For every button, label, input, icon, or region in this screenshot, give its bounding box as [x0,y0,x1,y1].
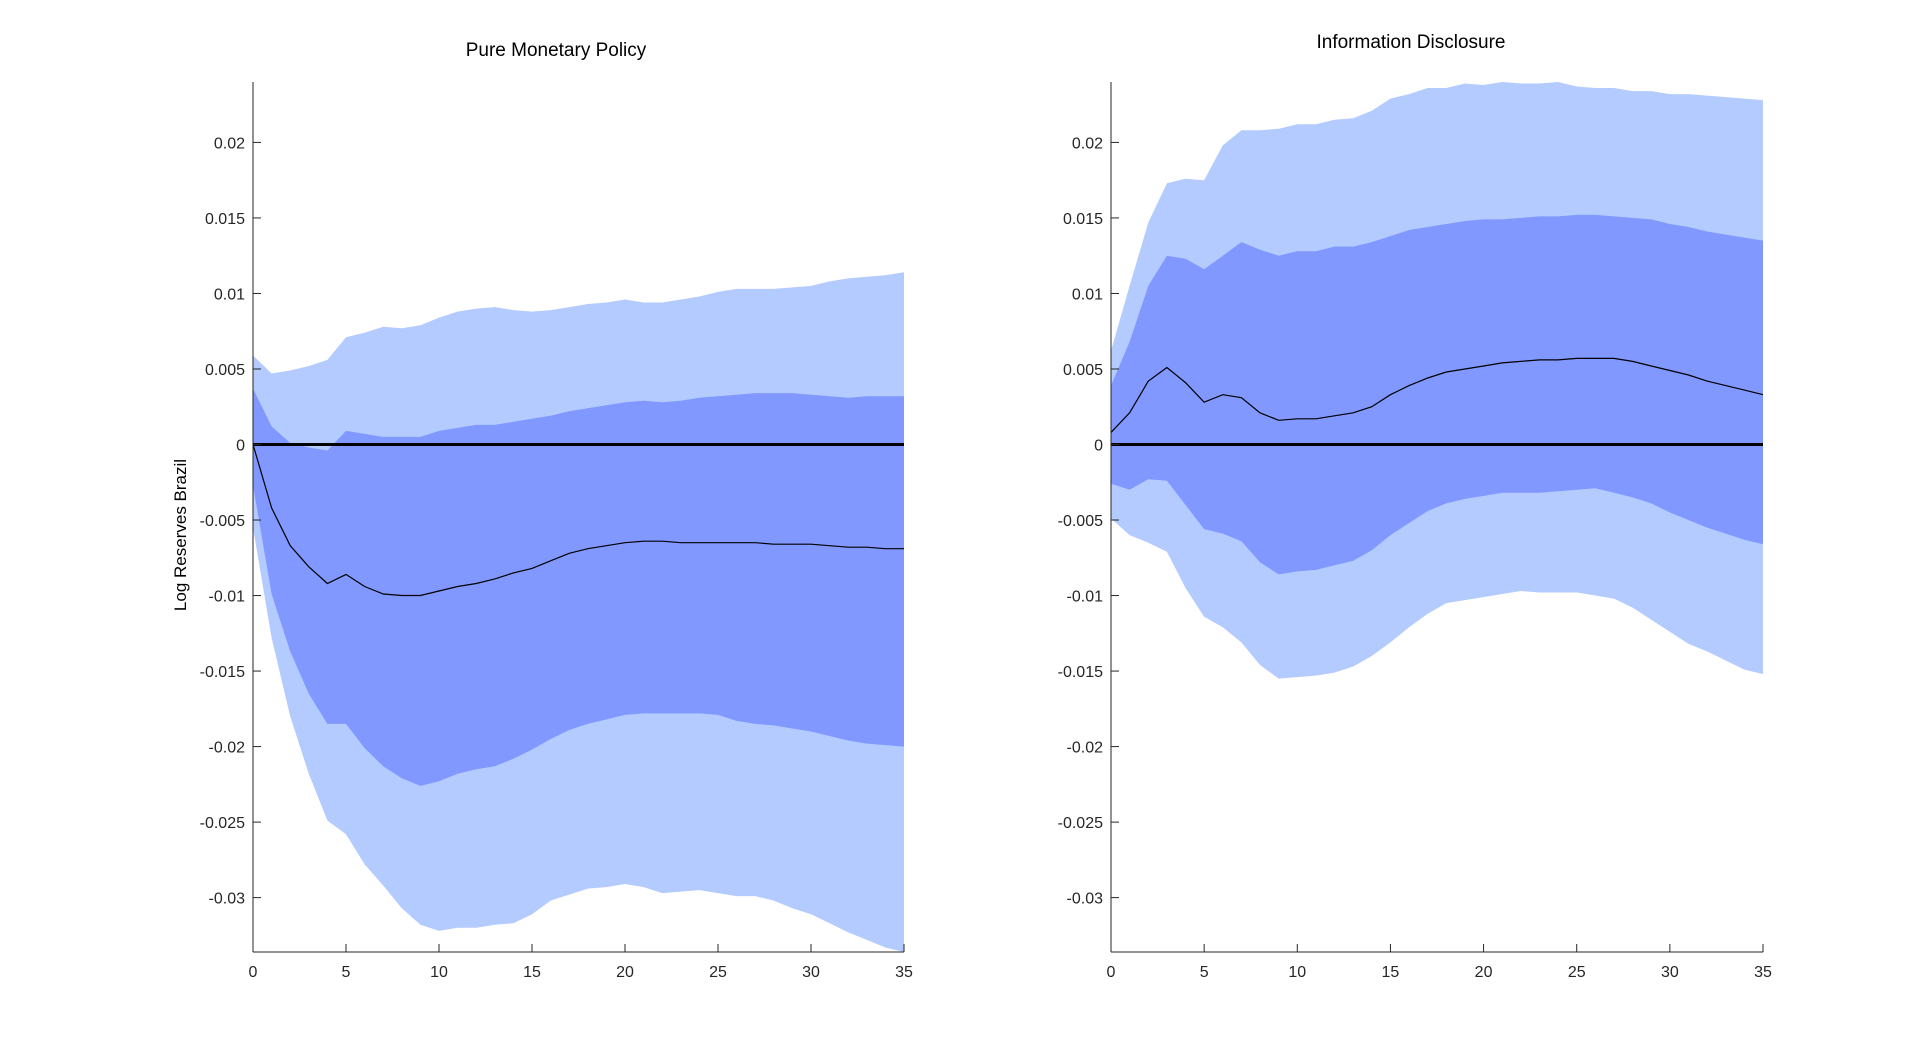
x-ticks: 0 5 10 15 20 25 30 35 [1107,944,1772,981]
series-lines [1110,357,1764,446]
panel-pure-monetary-policy: Pure Monetary Policy Log Reserves Brazil… [171,40,913,981]
confidence-bands [253,272,904,952]
x-tick-label: 10 [1288,964,1306,981]
x-tick-label: 15 [1382,964,1400,981]
y-tick-label: 0.015 [1063,211,1103,228]
x-tick-label: 15 [523,964,541,981]
y-tick-label: 0.02 [214,135,245,152]
axes [1110,82,1763,953]
y-tick-label: -0.02 [1067,740,1104,757]
median-response-line [252,444,904,597]
y-axis-label: Log Reserves Brazil [171,459,190,611]
y-tick-label: 0.005 [205,362,245,379]
y-tick-label: -0.005 [200,513,245,530]
y-tick-label: 0.005 [1063,362,1103,379]
y-tick-label: 0.01 [214,286,245,303]
y-tick-label: -0.03 [209,891,246,908]
y-tick-label: 0.02 [1072,135,1103,152]
x-tick-label: 30 [802,964,820,981]
x-tick-label: 35 [1754,964,1772,981]
median-response-line [1110,357,1764,433]
y-ticks: 0.02 0.015 0.01 0.005 0 -0.005 -0.01 -0.015 -0.0… [1058,135,1119,908]
axes [252,82,904,953]
y-tick-label: -0.025 [1058,815,1103,832]
y-tick-label: 0.01 [1072,286,1103,303]
y-tick-label: -0.015 [1058,664,1103,681]
y-tick-label: -0.015 [200,664,245,681]
y-tick-label: -0.025 [200,815,245,832]
x-tick-label: 35 [895,964,913,981]
y-tick-label: -0.005 [1058,513,1103,530]
x-tick-label: 0 [249,964,258,981]
inner-confidence-band [1111,214,1763,575]
x-tick-label: 0 [1107,964,1116,981]
inner-confidence-band [253,388,904,786]
y-tick-label: -0.01 [209,589,246,606]
x-tick-label: 30 [1661,964,1679,981]
y-tick-label: 0 [1094,438,1103,455]
x-tick-label: 25 [709,964,727,981]
y-tick-label: 0.015 [205,211,245,228]
chart-title: Information Disclosure [1316,32,1505,53]
y-tick-label: -0.02 [209,740,246,757]
x-ticks: 0 5 10 15 20 25 30 35 [249,944,913,981]
y-tick-label: 0 [236,438,245,455]
x-tick-label: 20 [616,964,634,981]
x-tick-label: 10 [430,964,448,981]
series-lines [252,443,904,597]
y-tick-label: -0.03 [1067,891,1104,908]
x-tick-label: 5 [1200,964,1209,981]
y-ticks: 0.02 0.015 0.01 0.005 0 -0.005 -0.01 -0.015 -0.0… [200,135,261,908]
panel-information-disclosure: Information Disclosure 0.02 0.015 0.01 0.00… [1058,32,1772,981]
x-tick-label: 20 [1475,964,1493,981]
y-tick-label: -0.01 [1067,589,1104,606]
confidence-bands [1111,82,1763,679]
chart-title: Pure Monetary Policy [466,40,647,61]
x-tick-label: 25 [1568,964,1586,981]
x-tick-label: 5 [342,964,351,981]
